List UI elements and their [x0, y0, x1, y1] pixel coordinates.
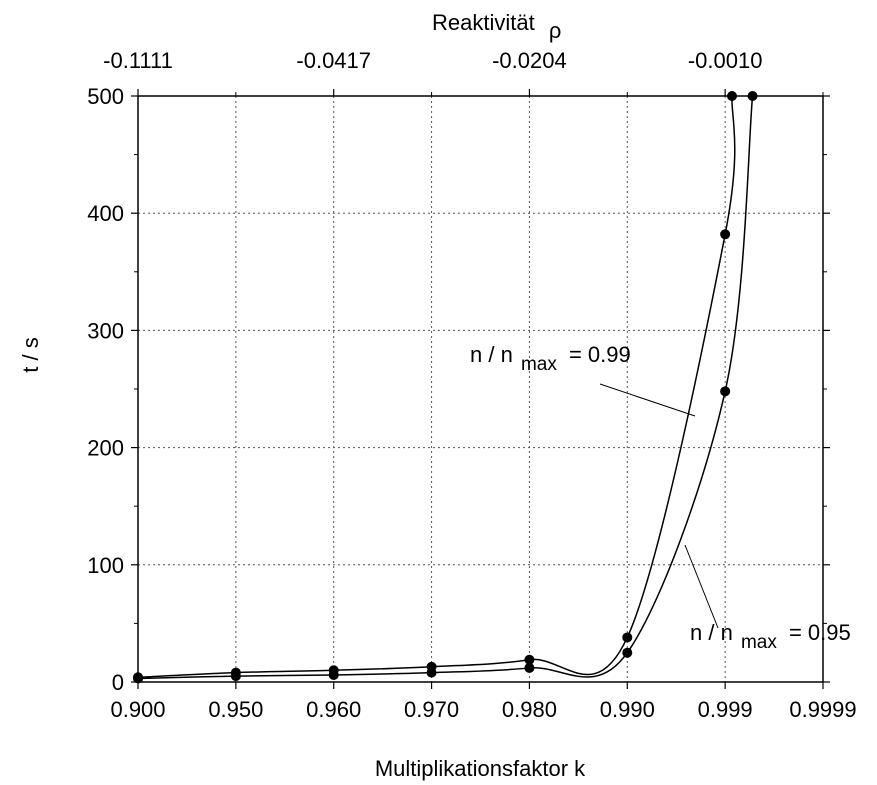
x-tick-label: 0.900 [110, 697, 165, 722]
series-line-1 [137, 95, 754, 680]
data-point [524, 654, 535, 665]
x-tick-label: 0.950 [208, 697, 263, 722]
top-tick-label: -0.0204 [492, 48, 567, 73]
top-axis-title: Reaktivität ρ [432, 10, 561, 43]
y-tick-label: 200 [87, 436, 124, 461]
y-axis-title: t / s [18, 337, 43, 372]
data-point [622, 632, 633, 643]
y-tick-label: 400 [87, 201, 124, 226]
top-axis-title-symbol: ρ [549, 18, 562, 43]
annotation-095: n / n max = 0.95 [690, 620, 851, 653]
tick-labels: 0.900 0.950 0.960 0.970 0.980 0.990 0.999 0.999… [87, 48, 856, 722]
annotation-095-sub: max [741, 632, 777, 653]
data-point [524, 662, 535, 673]
annotation-099-sub: max [521, 354, 557, 375]
annotation-099-post: = 0.99 [569, 342, 631, 367]
annotation-099: n / n max = 0.99 [470, 342, 631, 375]
y-tick-label: 300 [87, 318, 124, 343]
top-axis-title-text: Reaktivität [432, 10, 535, 35]
grid-lines [138, 96, 823, 682]
top-tick-label: -0.1111 [103, 48, 173, 73]
data-point [328, 669, 339, 680]
x-tick-label: 0.980 [502, 697, 557, 722]
x-tick-label: 0.999 [698, 697, 753, 722]
y-tick-label: 500 [87, 84, 124, 109]
top-tick-label: -0.0010 [688, 48, 763, 73]
x-tick-label: 0.960 [306, 697, 361, 722]
series-line-0 [137, 95, 736, 679]
data-point [720, 229, 731, 240]
x-tick-label: 0.970 [404, 697, 459, 722]
series-layer [133, 91, 758, 684]
annotation-095-pre: n / n [690, 620, 733, 645]
y-tick-label: 0 [112, 670, 124, 695]
top-tick-label: -0.0417 [296, 48, 371, 73]
annotation-095-post: = 0.95 [789, 620, 851, 645]
x-axis-title: Multiplikationsfaktor k [375, 756, 586, 781]
axes [131, 89, 830, 689]
annotation-095-leader [684, 544, 719, 629]
x-tick-label: 0.990 [600, 697, 655, 722]
data-point [426, 667, 437, 678]
plot-frame [137, 95, 824, 683]
annotation-099-leader [599, 383, 696, 417]
x-tick-label: 0.9999 [789, 697, 856, 722]
data-point [622, 647, 633, 658]
data-point [230, 671, 241, 682]
data-point [720, 386, 731, 397]
y-tick-label: 100 [87, 553, 124, 578]
annotation-099-pre: n / n [470, 342, 513, 367]
